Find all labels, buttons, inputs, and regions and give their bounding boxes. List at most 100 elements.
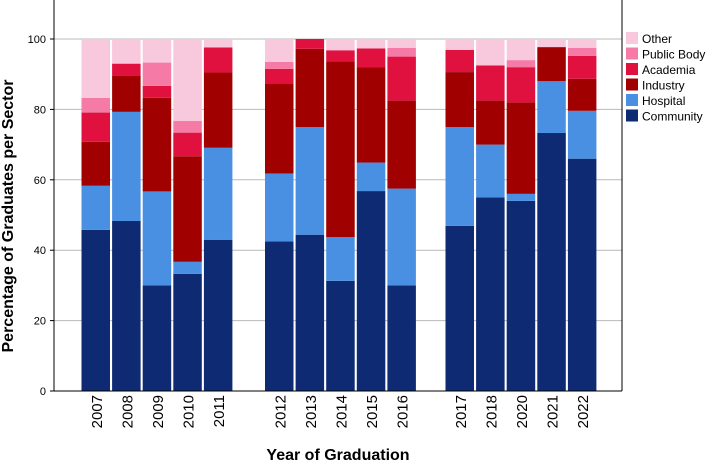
- bar-2009-public-body: [142, 62, 172, 86]
- bar-2022-industry: [567, 78, 597, 111]
- bar-2015-industry: [356, 67, 386, 163]
- bar-2022-academia: [567, 55, 597, 79]
- bar-2020-hospital: [506, 193, 536, 201]
- x-tick-2007: 2007: [89, 395, 106, 428]
- x-axis-title: Year of Graduation: [266, 447, 409, 461]
- x-tick-2011: 2011: [211, 395, 228, 427]
- bar-2012-industry: [265, 83, 294, 174]
- y-tick-labels: 0 20 40 60 80 100: [28, 34, 54, 398]
- bar-2015-hospital: [356, 162, 386, 192]
- x-tick-2008: 2008: [119, 395, 136, 428]
- y-tick-40: 40: [34, 245, 46, 257]
- bar-2013-academia: [295, 39, 325, 49]
- x-tick-2012: 2012: [272, 395, 289, 428]
- bar-2010-academia: [173, 132, 202, 157]
- x-tick-2022: 2022: [575, 395, 592, 428]
- bar-2014-other: [326, 39, 355, 51]
- legend-swatch-hospital: [626, 94, 638, 106]
- x-tick-2021: 2021: [545, 395, 562, 428]
- x-tick-2009: 2009: [150, 395, 167, 428]
- bar-2011-hospital: [203, 147, 233, 240]
- bar-2009-academia: [142, 85, 172, 98]
- bar-2018-other: [476, 39, 505, 66]
- bar-2007-other: [81, 39, 110, 98]
- bar-2021-industry: [537, 47, 566, 82]
- bar-2022-public-body: [567, 47, 597, 56]
- x-tick-2015: 2015: [364, 395, 381, 428]
- bar-2012-public-body: [265, 61, 294, 69]
- legend-swatch-community: [626, 109, 638, 122]
- x-tick-2018: 2018: [483, 395, 500, 428]
- bar-2011-other: [203, 39, 233, 48]
- y-axis-title: Percentage of Graduates per Sector: [0, 80, 17, 353]
- y-tick-100: 100: [28, 34, 46, 46]
- x-tick-2014: 2014: [333, 395, 350, 428]
- bar-2017-industry: [445, 72, 474, 127]
- bar-2015-academia: [356, 48, 386, 68]
- bar-2014-hospital: [326, 237, 355, 281]
- bar-2017-other: [445, 39, 474, 50]
- bar-2007-community: [81, 229, 110, 391]
- bar-2009-community: [142, 285, 172, 391]
- bar-2011-academia: [203, 47, 233, 73]
- legend-label-hospital: Hospital: [642, 94, 685, 108]
- bar-2014-academia: [326, 50, 355, 62]
- bar-2021-community: [537, 132, 566, 391]
- bar-2010-community: [173, 273, 202, 391]
- bar-2010-industry: [173, 156, 202, 262]
- y-tick-20: 20: [34, 316, 46, 328]
- bar-2020-academia: [506, 67, 536, 103]
- x-tick-2020: 2020: [514, 395, 531, 428]
- bar-2020-community: [506, 200, 536, 391]
- bar-2021-other: [537, 39, 566, 48]
- legend-label-academia: Academia: [642, 63, 696, 77]
- bars: [81, 39, 597, 391]
- bar-2015-community: [356, 191, 386, 391]
- x-tick-2017: 2017: [453, 395, 470, 428]
- bar-2013-industry: [295, 48, 325, 127]
- bar-2013-community: [295, 234, 325, 391]
- bar-2013-hospital: [295, 127, 325, 235]
- bar-2012-other: [265, 39, 294, 62]
- y-tick-0: 0: [40, 386, 46, 398]
- bar-2009-hospital: [142, 191, 172, 286]
- bar-2007-public-body: [81, 97, 110, 113]
- bar-2008-other: [112, 39, 141, 64]
- bar-2017-hospital: [445, 127, 474, 226]
- bar-2016-hospital: [387, 188, 416, 286]
- bar-2018-hospital: [476, 144, 505, 198]
- legend-swatch-industry: [626, 78, 638, 91]
- x-tick-2010: 2010: [181, 395, 198, 428]
- axes: [53, 0, 623, 392]
- bar-2010-hospital: [173, 261, 202, 274]
- y-tick-80: 80: [34, 104, 46, 116]
- legend-label-industry: Industry: [642, 79, 685, 93]
- x-tick-labels: 2007 2008 2009 2010 2011 2012 2013 2014 2015 2016…: [89, 395, 592, 428]
- bar-2008-industry: [112, 75, 141, 112]
- bar-2012-hospital: [265, 173, 294, 242]
- bar-2012-academia: [265, 68, 294, 84]
- bar-2011-industry: [203, 72, 233, 148]
- legend-swatch-public-body: [626, 47, 638, 60]
- bar-2020-public-body: [506, 60, 536, 68]
- bar-2018-community: [476, 197, 505, 391]
- legend-label-other: Other: [642, 32, 672, 46]
- bar-2012-community: [265, 241, 294, 391]
- bar-2022-hospital: [567, 110, 597, 159]
- bar-2022-community: [567, 158, 597, 391]
- bar-2014-community: [326, 280, 355, 391]
- bar-2014-industry: [326, 61, 355, 238]
- x-tick-2013: 2013: [303, 395, 320, 428]
- bar-2016-public-body: [387, 47, 416, 57]
- bar-2021-hospital: [537, 81, 566, 133]
- bar-2017-community: [445, 225, 474, 391]
- bar-2016-community: [387, 285, 416, 391]
- y-tick-60: 60: [34, 175, 46, 187]
- legend-swatch-other: [626, 32, 638, 44]
- bar-2016-industry: [387, 100, 416, 189]
- bar-2010-other: [173, 39, 202, 122]
- legend-label-community: Community: [642, 110, 703, 124]
